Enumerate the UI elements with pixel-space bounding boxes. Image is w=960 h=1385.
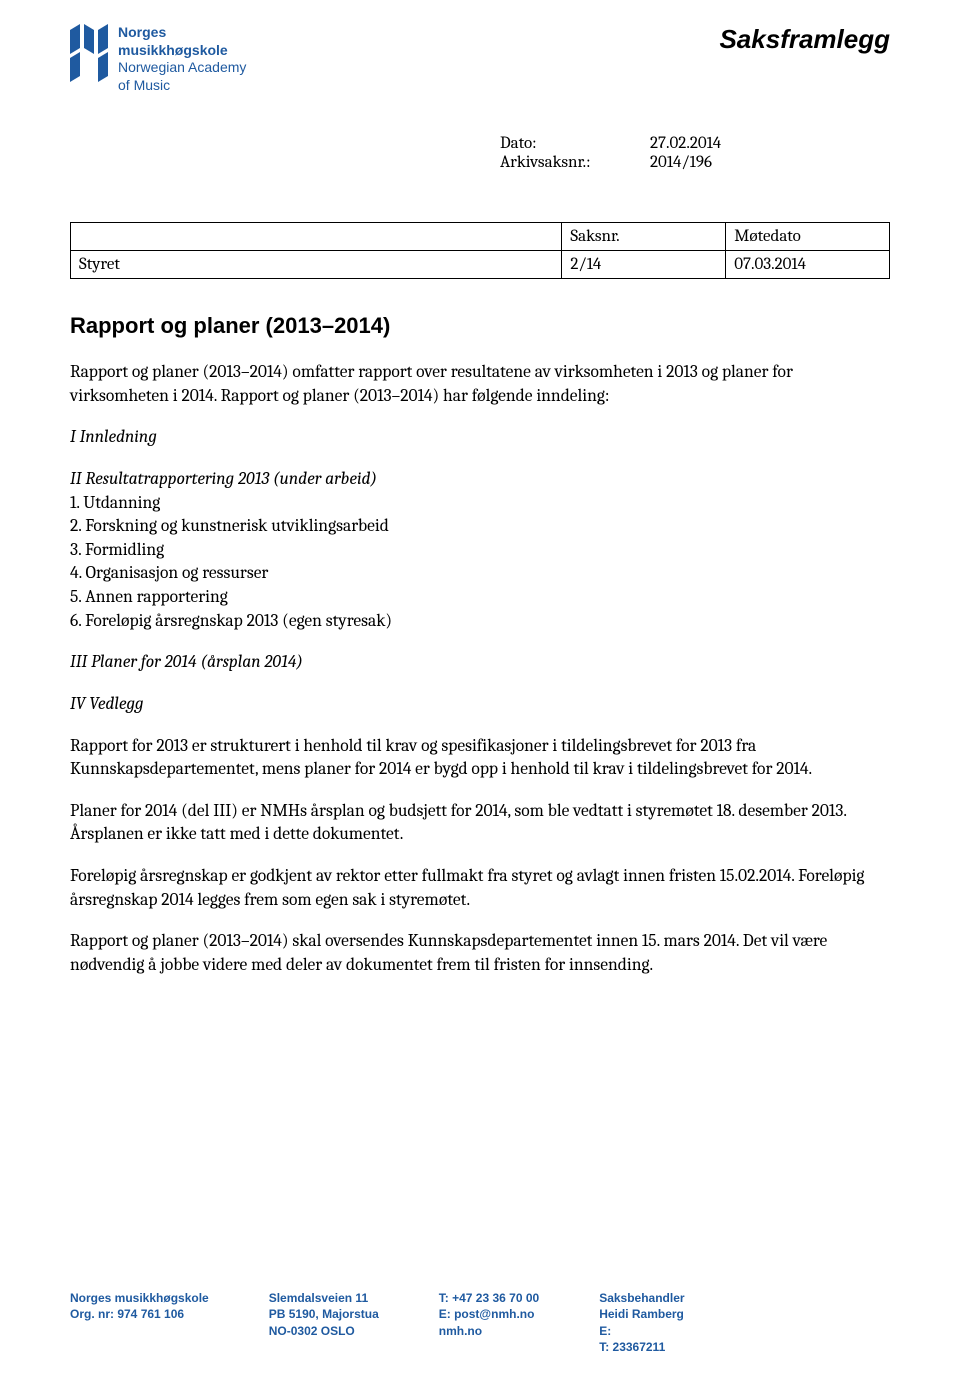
nmh-logo-icon <box>70 24 108 82</box>
table-header-motedato: Møtedato <box>726 223 890 251</box>
footer-col-address: Slemdalsveien 11 PB 5190, Majorstua NO-0… <box>269 1290 379 1355</box>
section-1-heading: I Innledning <box>70 426 890 450</box>
logo-line1: Norges <box>118 24 246 42</box>
logo-block: Norges musikkhøgskole Norwegian Academy … <box>70 24 246 94</box>
document-type-label: Saksframlegg <box>719 24 890 55</box>
footer-address-pb: PB 5190, Majorstua <box>269 1306 379 1322</box>
table-cell-motedato: 07.03.2014 <box>726 251 890 279</box>
table-row: Styret 2/14 07.03.2014 <box>71 251 890 279</box>
body-paragraph: Foreløpig årsregnskap er godkjent av rek… <box>70 865 890 912</box>
list-item: 6. Foreløpig årsregnskap 2013 (egen styr… <box>70 610 890 634</box>
footer-web: nmh.no <box>439 1323 539 1339</box>
footer-col-org: Norges musikkhøgskole Org. nr: 974 761 1… <box>70 1290 209 1355</box>
logo-line2: musikkhøgskole <box>118 42 246 60</box>
page-title: Rapport og planer (2013–2014) <box>70 313 890 339</box>
footer-handler-label: Saksbehandler <box>599 1290 684 1306</box>
footer-col-contact: T: +47 23 36 70 00 E: post@nmh.no nmh.no <box>439 1290 539 1355</box>
footer-org-name: Norges musikkhøgskole <box>70 1290 209 1306</box>
logo-line4: of Music <box>118 77 246 95</box>
table-cell-body: Styret <box>71 251 562 279</box>
body-paragraph: Planer for 2014 (del III) er NMHs årspla… <box>70 800 890 847</box>
section-2-heading: II Resultatrapportering 2013 (under arbe… <box>70 468 890 492</box>
intro-paragraph: Rapport og planer (2013–2014) omfatter r… <box>70 361 890 408</box>
list-item: 4. Organisasjon og ressurser <box>70 562 890 586</box>
footer-address-street: Slemdalsveien 11 <box>269 1290 379 1306</box>
footer-org-nr: Org. nr: 974 761 106 <box>70 1306 209 1322</box>
footer-phone: T: +47 23 36 70 00 <box>439 1290 539 1306</box>
footer-handler-phone: T: 23367211 <box>599 1339 684 1355</box>
list-item: 5. Annen rapportering <box>70 586 890 610</box>
footer-address-city: NO-0302 OSLO <box>269 1323 379 1339</box>
footer-email: E: post@nmh.no <box>439 1306 539 1322</box>
document-page: Norges musikkhøgskole Norwegian Academy … <box>0 0 960 978</box>
meta-archive-row: Arkivsaksnr.: 2014/196 <box>500 153 890 172</box>
logo-line3: Norwegian Academy <box>118 59 246 77</box>
list-item: 3. Formidling <box>70 539 890 563</box>
footer-col-handler: Saksbehandler Heidi Ramberg E: T: 233672… <box>599 1290 684 1355</box>
meta-archive-value: 2014/196 <box>650 153 712 172</box>
header: Norges musikkhøgskole Norwegian Academy … <box>70 24 890 94</box>
meta-date-label: Dato: <box>500 134 650 153</box>
document-metadata: Dato: 27.02.2014 Arkivsaksnr.: 2014/196 <box>500 134 890 172</box>
logo-text: Norges musikkhøgskole Norwegian Academy … <box>118 24 246 94</box>
table-header-saksnr: Saksnr. <box>562 223 726 251</box>
table-header-body <box>71 223 562 251</box>
meta-date-row: Dato: 27.02.2014 <box>500 134 890 153</box>
list-item: 2. Forskning og kunstnerisk utviklingsar… <box>70 515 890 539</box>
list-item: 1. Utdanning <box>70 492 890 516</box>
body-content: Rapport og planer (2013–2014) omfatter r… <box>70 361 890 978</box>
footer-handler-email: E: <box>599 1323 684 1339</box>
table-header-row: Saksnr. Møtedato <box>71 223 890 251</box>
case-table: Saksnr. Møtedato Styret 2/14 07.03.2014 <box>70 222 890 279</box>
meta-date-value: 27.02.2014 <box>650 134 721 153</box>
body-paragraph: Rapport for 2013 er strukturert i henhol… <box>70 735 890 782</box>
section-3-heading: III Planer for 2014 (årsplan 2014) <box>70 651 890 675</box>
section-2-block: II Resultatrapportering 2013 (under arbe… <box>70 468 890 633</box>
footer-handler-name: Heidi Ramberg <box>599 1306 684 1322</box>
meta-archive-label: Arkivsaksnr.: <box>500 153 650 172</box>
body-paragraph: Rapport og planer (2013–2014) skal overs… <box>70 930 890 977</box>
section-4-heading: IV Vedlegg <box>70 693 890 717</box>
table-cell-saksnr: 2/14 <box>562 251 726 279</box>
page-footer: Norges musikkhøgskole Org. nr: 974 761 1… <box>70 1290 890 1355</box>
